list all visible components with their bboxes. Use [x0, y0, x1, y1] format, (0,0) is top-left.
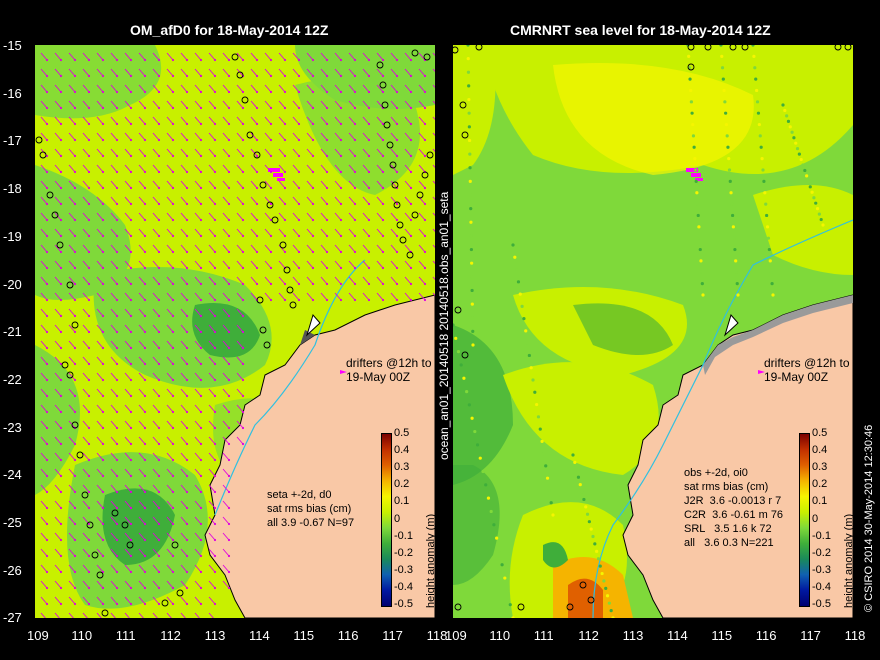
colorbar-tick-label: -0.1: [394, 529, 413, 542]
colorbar-tick-label: -0.5: [394, 598, 413, 610]
colorbar-tick-label: 0.1: [812, 495, 828, 508]
y-tick-label: -21: [3, 324, 22, 340]
colorbar-tick-label: -0.3: [812, 563, 831, 576]
colorbar-tick-label: 0: [394, 512, 401, 525]
y-tick-label: -16: [3, 85, 22, 101]
y-tick-label: -23: [3, 419, 22, 435]
x-tick-label-right: 117: [800, 628, 821, 643]
y-tick-label: -24: [3, 467, 22, 483]
colorbar-tick-label: -0.2: [812, 546, 831, 559]
colorbar-left-label: height anomaly (m): [425, 513, 437, 608]
x-tick-label-left: 110: [71, 628, 93, 643]
x-tick-label-left: 111: [115, 628, 136, 643]
colorbar-tick-label: 0.4: [812, 444, 828, 457]
y-tick-label: -18: [3, 181, 22, 197]
y-tick-label: -22: [3, 371, 22, 387]
x-tick-label-left: 109: [27, 628, 49, 643]
x-tick-label-right: 110: [489, 628, 511, 643]
y-tick-label: -20: [3, 276, 22, 292]
colorbar-tick-label: 0.3: [394, 461, 410, 474]
x-tick-label-right: 112: [578, 628, 599, 643]
x-tick-label-right: 116: [755, 628, 777, 643]
colorbar-left: [381, 433, 392, 607]
colorbar-tick-label: 0.2: [394, 478, 410, 491]
right-map-title: CMRNRT sea level for 18-May-2014 12Z: [510, 22, 771, 38]
colorbar-tick-label: 0.3: [812, 461, 828, 474]
colorbar-right-label: height anomaly (m): [843, 513, 855, 608]
x-tick-label-left: 112: [160, 628, 181, 643]
x-tick-label-left: 113: [204, 628, 226, 643]
left-stats-annotation: seta +-2d, d0 sat rms bias (cm) all 3.9 …: [267, 489, 355, 529]
x-tick-label-right: 114: [667, 628, 688, 643]
y-tick-label: -17: [3, 133, 22, 149]
colorbar-tick-label: -0.5: [812, 598, 831, 610]
x-tick-label-right: 118: [844, 628, 866, 643]
drifters-note-line2: 19-May 00Z: [764, 370, 829, 384]
colorbar-tick-label: 0.5: [812, 427, 828, 439]
y-tick-label: -26: [3, 562, 22, 578]
colorbar-tick-label: -0.4: [812, 580, 831, 593]
x-tick-label-left: 114: [249, 628, 270, 643]
drifters-note-line2: 19-May 00Z: [346, 370, 411, 384]
colorbar-tick-label: -0.4: [394, 580, 413, 593]
drifters-note-left: drifters @12h to 19-May 00Z: [346, 356, 432, 384]
x-tick-label-left: 116: [337, 628, 359, 643]
colorbar-right: [799, 433, 810, 607]
drifters-note-right: drifters @12h to 19-May 00Z: [764, 356, 850, 384]
colorbar-tick-label: 0: [812, 512, 819, 525]
y-tick-label: -15: [3, 38, 22, 53]
colorbar-tick-label: 0.4: [394, 444, 410, 457]
colorbar-tick-label: 0.2: [812, 478, 828, 491]
x-tick-label-right: 109: [445, 628, 467, 643]
colorbar-tick-label: -0.1: [812, 529, 831, 542]
drifters-note-line1: drifters @12h to: [346, 356, 432, 370]
x-tick-label-left: 115: [293, 628, 315, 643]
colorbar-tick-label: -0.3: [394, 563, 413, 576]
run-id-label: ocean_an01_20140518 20140518.obs_an01_se…: [437, 191, 451, 460]
drifters-note-line1: drifters @12h to: [764, 356, 850, 370]
right-map-panel: [453, 45, 853, 618]
y-tick-label: -19: [3, 228, 22, 244]
left-map-title: OM_afD0 for 18-May-2014 12Z: [130, 22, 329, 38]
right-stats-annotation: obs +-2d, oi0 sat rms bias (cm) J2R 3.6 …: [684, 467, 784, 549]
x-tick-label-left: 117: [382, 628, 403, 643]
y-tick-label: -27: [3, 610, 22, 626]
y-tick-label: -25: [3, 515, 22, 530]
credit-label: © CSIRO 2014 30-May-2014 12:30:46: [863, 424, 875, 612]
x-tick-label-right: 113: [622, 628, 644, 643]
x-tick-label-left: 118: [426, 628, 448, 643]
x-tick-label-right: 111: [533, 628, 554, 643]
colorbar-tick-label: 0.1: [394, 495, 410, 508]
x-tick-label-right: 115: [711, 628, 733, 643]
colorbar-tick-label: 0.5: [394, 427, 410, 439]
left-map-panel: [35, 45, 435, 618]
colorbar-tick-label: -0.2: [394, 546, 413, 559]
